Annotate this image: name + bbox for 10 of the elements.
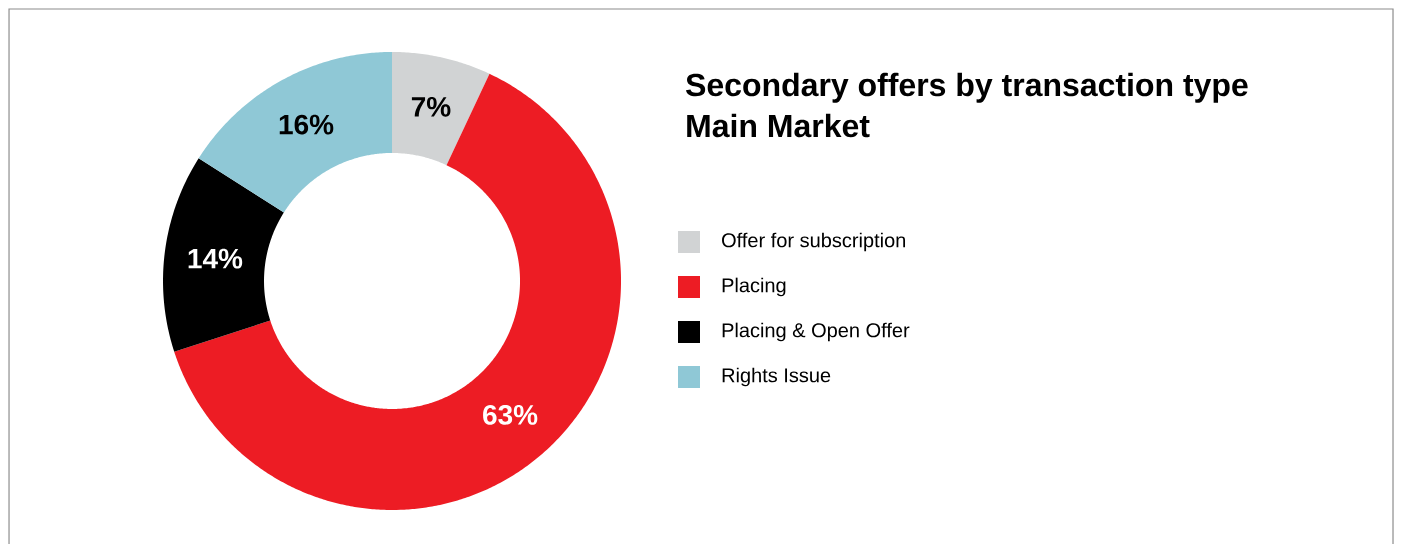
data-label: 63% bbox=[483, 404, 538, 425]
text: Main Market bbox=[687, 113, 870, 138]
data-label: 7% bbox=[411, 96, 451, 117]
legend-label: Placing & Open Offer bbox=[722, 322, 910, 342]
legend-label: Placing bbox=[722, 277, 786, 297]
text: Secondary offers by transaction type bbox=[685, 72, 1248, 103]
data-label: 16% bbox=[279, 114, 334, 135]
legend-label: Rights Issue bbox=[722, 367, 831, 387]
legend-label: Offer for subscription bbox=[722, 232, 906, 252]
data-label: 14% bbox=[188, 248, 243, 269]
